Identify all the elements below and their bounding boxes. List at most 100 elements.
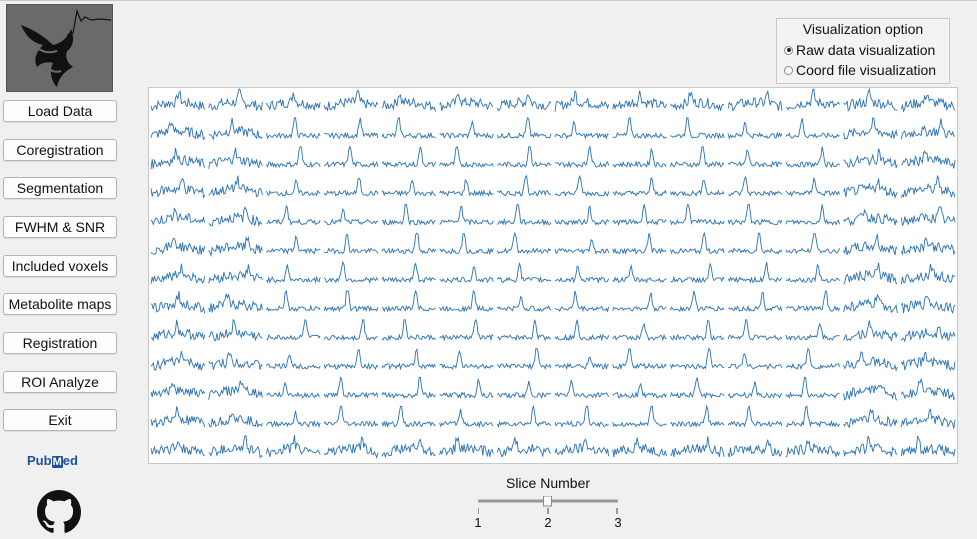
spectrum-trace bbox=[208, 413, 263, 428]
spectrum-trace bbox=[265, 435, 321, 457]
raw-data-label: Raw data visualization bbox=[796, 42, 936, 58]
spectrum-trace bbox=[785, 118, 840, 139]
spectrum-trace bbox=[554, 379, 610, 399]
spectrum-trace bbox=[843, 351, 898, 372]
spectrum-trace bbox=[900, 435, 956, 458]
app-logo-icon bbox=[6, 4, 113, 92]
spectrum-trace bbox=[266, 146, 321, 169]
spectrum-trace bbox=[727, 438, 783, 458]
spectrum-trace bbox=[150, 406, 206, 428]
spectrum-trace bbox=[497, 174, 552, 197]
spectrum-trace bbox=[150, 351, 206, 371]
spectrum-trace bbox=[381, 405, 436, 429]
spectrum-trace bbox=[496, 404, 552, 428]
pubmed-logo-icon[interactable]: PubMed bbox=[27, 453, 97, 471]
included-voxels-button[interactable]: Included voxels bbox=[3, 255, 117, 277]
spectrum-trace bbox=[208, 293, 263, 313]
spectrum-trace bbox=[843, 178, 898, 199]
spectrum-trace bbox=[900, 408, 956, 429]
segmentation-button[interactable]: Segmentation bbox=[3, 177, 117, 199]
spectrum-trace bbox=[785, 290, 841, 312]
pubmed-text-b: M bbox=[51, 456, 63, 468]
spectrum-trace bbox=[843, 234, 898, 256]
spectrum-trace bbox=[727, 353, 783, 371]
spectrum-trace bbox=[612, 322, 667, 342]
exit-button[interactable]: Exit bbox=[3, 409, 117, 431]
spectrum-trace bbox=[208, 88, 263, 111]
coregistration-button[interactable]: Coregistration bbox=[3, 139, 117, 161]
spectrum-trace bbox=[612, 117, 667, 140]
spectrum-trace bbox=[900, 377, 956, 401]
spectrum-trace bbox=[266, 204, 321, 226]
spectrum-trace bbox=[785, 322, 840, 342]
spectrum-trace bbox=[843, 262, 898, 285]
coord-file-radio[interactable]: Coord file visualization bbox=[784, 61, 936, 79]
spectrum-trace bbox=[669, 319, 725, 341]
slider-thumb[interactable] bbox=[543, 496, 552, 507]
spectrum-trace bbox=[439, 436, 494, 458]
radio-selected-icon[interactable] bbox=[784, 45, 793, 55]
spectrum-trace bbox=[208, 379, 263, 400]
spectrum-trace bbox=[669, 377, 725, 400]
spectrum-trace bbox=[670, 404, 725, 428]
spectrum-trace bbox=[670, 262, 725, 284]
spectrum-trace bbox=[669, 179, 725, 197]
fwhm-snr-button[interactable]: FWHM & SNR bbox=[3, 216, 117, 238]
visualization-option-title: Visualization option bbox=[802, 21, 924, 37]
spectra-grid-plot[interactable] bbox=[148, 87, 958, 464]
spectrum-trace bbox=[727, 89, 783, 112]
spectrum-trace bbox=[439, 178, 494, 197]
spectrum-trace bbox=[554, 90, 610, 112]
load-data-button[interactable]: Load Data bbox=[3, 100, 117, 122]
spectrum-trace bbox=[727, 319, 783, 341]
spectrum-trace bbox=[439, 266, 494, 284]
spectrum-trace bbox=[150, 207, 206, 226]
spectrum-trace bbox=[727, 203, 783, 226]
metabolite-maps-button[interactable]: Metabolite maps bbox=[3, 293, 117, 315]
spectrum-trace bbox=[381, 232, 437, 255]
spectrum-trace bbox=[727, 381, 783, 399]
spectrum-trace bbox=[323, 376, 379, 399]
spectra-grid-svg bbox=[150, 87, 956, 459]
spectrum-trace bbox=[323, 89, 379, 112]
spectrum-trace bbox=[554, 239, 610, 255]
spectrum-trace bbox=[208, 147, 263, 169]
spectrum-trace bbox=[554, 290, 610, 313]
slider-tick-label-1: 1 bbox=[474, 515, 482, 530]
spectrum-trace bbox=[900, 206, 956, 227]
pubmed-text-a: Pub bbox=[27, 453, 52, 468]
raw-data-radio[interactable]: Raw data visualization bbox=[784, 41, 935, 59]
spectrum-trace bbox=[612, 292, 667, 313]
spectrum-trace bbox=[554, 174, 610, 197]
spectrum-trace bbox=[439, 119, 494, 140]
spectrum-trace bbox=[381, 146, 437, 168]
registration-button[interactable]: Registration bbox=[3, 332, 117, 354]
spectrum-trace bbox=[843, 293, 898, 314]
spectrum-trace bbox=[669, 347, 725, 370]
spectrum-trace bbox=[554, 356, 609, 371]
spectrum-trace bbox=[439, 289, 494, 313]
roi-analyze-button[interactable]: ROI Analyze bbox=[3, 371, 117, 393]
spectrum-trace bbox=[324, 234, 379, 255]
spectrum-trace bbox=[323, 207, 378, 226]
github-icon[interactable] bbox=[37, 490, 81, 534]
spectrum-trace bbox=[266, 235, 321, 255]
spectrum-trace bbox=[670, 436, 725, 458]
spectrum-trace bbox=[208, 435, 263, 459]
spectrum-trace bbox=[497, 319, 552, 342]
spectrum-trace bbox=[150, 121, 206, 141]
slice-number-slider[interactable] bbox=[478, 496, 618, 536]
spectrum-trace bbox=[612, 147, 667, 169]
spectrum-trace bbox=[208, 175, 263, 198]
spectrum-trace bbox=[669, 231, 725, 255]
spectrum-trace bbox=[554, 405, 609, 428]
spectrum-trace bbox=[323, 117, 379, 140]
spectrum-trace bbox=[612, 90, 667, 111]
spectrum-trace bbox=[843, 408, 898, 429]
spectrum-trace bbox=[727, 232, 783, 255]
spectrum-trace bbox=[670, 117, 725, 140]
spectrum-trace bbox=[496, 231, 552, 255]
spectrum-trace bbox=[669, 290, 725, 313]
spectrum-trace bbox=[150, 291, 206, 314]
radio-unselected-icon[interactable] bbox=[784, 65, 793, 75]
